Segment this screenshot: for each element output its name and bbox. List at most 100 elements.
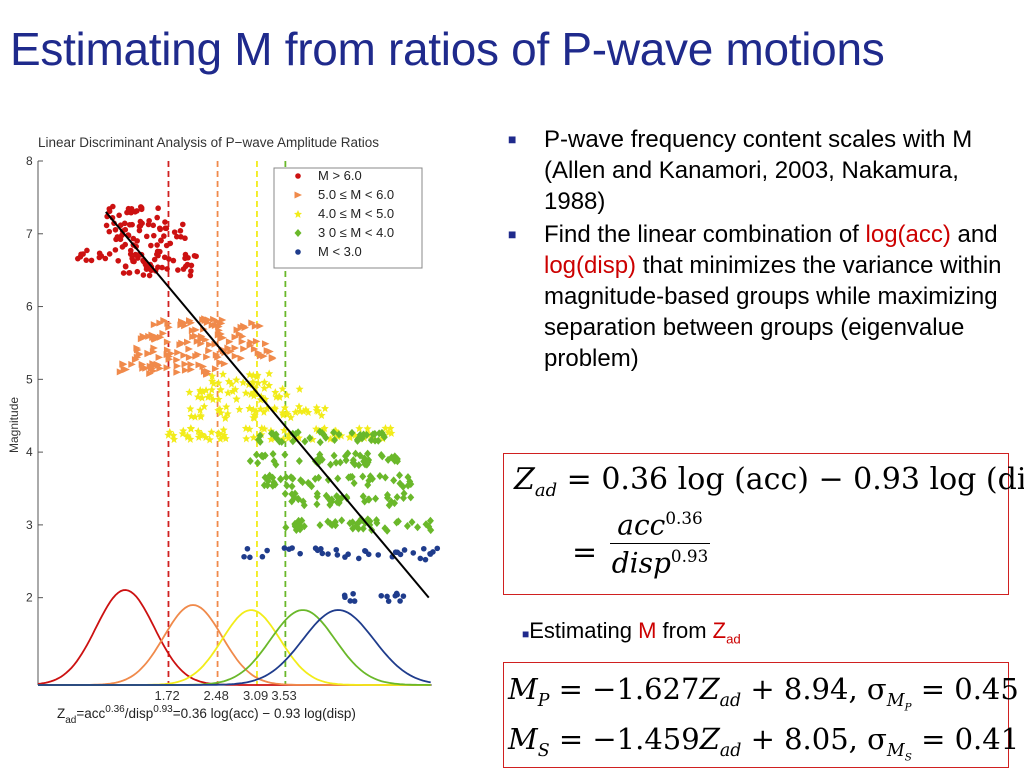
data-point: [185, 353, 194, 361]
data-point: [149, 360, 157, 368]
data-point: [248, 319, 256, 327]
data-point: [163, 351, 172, 359]
data-point: [173, 362, 182, 370]
data-point: [219, 425, 228, 434]
chart-legend: M > 6.0 5.0 ≤ M < 6.0 4.0 ≤ M < 5.0 3 0 ≤ M…: [273, 167, 423, 269]
data-point: [218, 432, 227, 441]
data-point: [189, 333, 197, 341]
data-point: [238, 338, 247, 346]
data-point: [269, 473, 277, 482]
data-point: [308, 435, 317, 444]
data-point: [216, 408, 225, 417]
data-point: [219, 370, 228, 379]
data-point: [201, 315, 209, 323]
zad-equation: Zad = 0.36 log (acc) − 0.93 log (disp): [514, 462, 1024, 501]
data-point: [259, 553, 266, 560]
data-point: [151, 335, 159, 343]
data-point: [211, 340, 219, 348]
data-point: [325, 551, 331, 557]
zad-equation-box: [503, 453, 1009, 595]
data-point: [348, 428, 356, 437]
data-point: [159, 264, 165, 271]
data-point: [208, 371, 217, 380]
data-point: [157, 248, 163, 255]
data-point: [133, 344, 141, 352]
data-point: [319, 550, 326, 557]
ms-sub: S: [537, 740, 550, 761]
y-tick-label: 5: [26, 372, 33, 386]
estimating-from: from: [656, 618, 713, 643]
data-point: [326, 496, 334, 505]
data-point: [241, 553, 247, 560]
data-point: [283, 410, 292, 419]
data-point: [349, 518, 357, 527]
data-point: [321, 404, 330, 413]
legend-label: 3 0 ≤ M < 4.0: [318, 225, 394, 240]
data-point: [185, 388, 194, 397]
data-point: [322, 433, 330, 442]
data-point: [240, 322, 248, 330]
zad-rhs: = 0.36 log (acc) − 0.93 log (disp): [566, 462, 1024, 497]
data-point: [184, 338, 192, 346]
data-point: [148, 242, 154, 249]
data-point: [112, 247, 119, 253]
data-point: [128, 360, 136, 368]
data-point: [324, 517, 332, 526]
y-tick-label: 2: [26, 591, 33, 605]
data-point: [161, 233, 167, 239]
data-point: [208, 321, 217, 329]
data-point: [245, 404, 254, 413]
data-point: [164, 266, 170, 272]
data-point: [268, 355, 277, 363]
data-point: [332, 521, 340, 530]
data-point: [126, 221, 133, 228]
data-point: [165, 427, 174, 436]
data-point: [135, 351, 144, 359]
x-axis-label: Zad=acc0.36/disp0.93=0.36 log(acc) − 0.9…: [57, 704, 356, 725]
data-point: [350, 479, 358, 488]
data-point: [245, 424, 254, 433]
data-point: [295, 457, 303, 466]
discriminant-line: [105, 211, 430, 599]
lda-chart: Linear Discriminant Analysis of P−wave A…: [7, 135, 441, 725]
data-point: [237, 354, 245, 362]
distribution-curve: [38, 609, 431, 686]
data-point: [122, 241, 129, 248]
data-point: [173, 368, 181, 376]
ms-zsub: ad: [719, 740, 742, 761]
data-point: [144, 350, 153, 358]
data-point: [208, 395, 217, 404]
data-point: [327, 460, 335, 469]
data-point: [318, 546, 324, 552]
data-point: [140, 272, 147, 278]
data-point: [200, 402, 209, 411]
data-point: [166, 256, 172, 262]
data-point: [186, 434, 195, 443]
data-point: [164, 319, 172, 327]
data-point: [422, 520, 430, 529]
data-point: [291, 493, 299, 502]
data-point: [131, 258, 137, 265]
estimating-z: Z: [712, 618, 727, 643]
distribution-curve: [38, 609, 431, 686]
data-point: [347, 598, 354, 604]
threshold-label: 2.48: [204, 688, 229, 703]
estimating-heading: ■Estimating M from Zad: [522, 618, 741, 646]
bullet-text-2c: that minimizes the variance within magni…: [544, 252, 1002, 372]
legend-label: 5.0 ≤ M < 6.0: [318, 187, 394, 202]
data-point: [434, 545, 441, 552]
data-point: [155, 205, 161, 212]
data-point: [331, 436, 339, 445]
data-point: [359, 524, 367, 533]
data-point: [181, 360, 189, 368]
data-point: [374, 436, 382, 445]
data-point: [207, 385, 216, 394]
data-point: [349, 524, 357, 533]
data-point: [231, 344, 239, 352]
data-point: [304, 408, 313, 417]
data-point: [112, 226, 119, 233]
data-point: [214, 406, 223, 415]
fraction-denominator: disp0.93: [610, 544, 710, 579]
data-point: [293, 523, 301, 532]
estimating-text: Estimating: [529, 618, 639, 643]
